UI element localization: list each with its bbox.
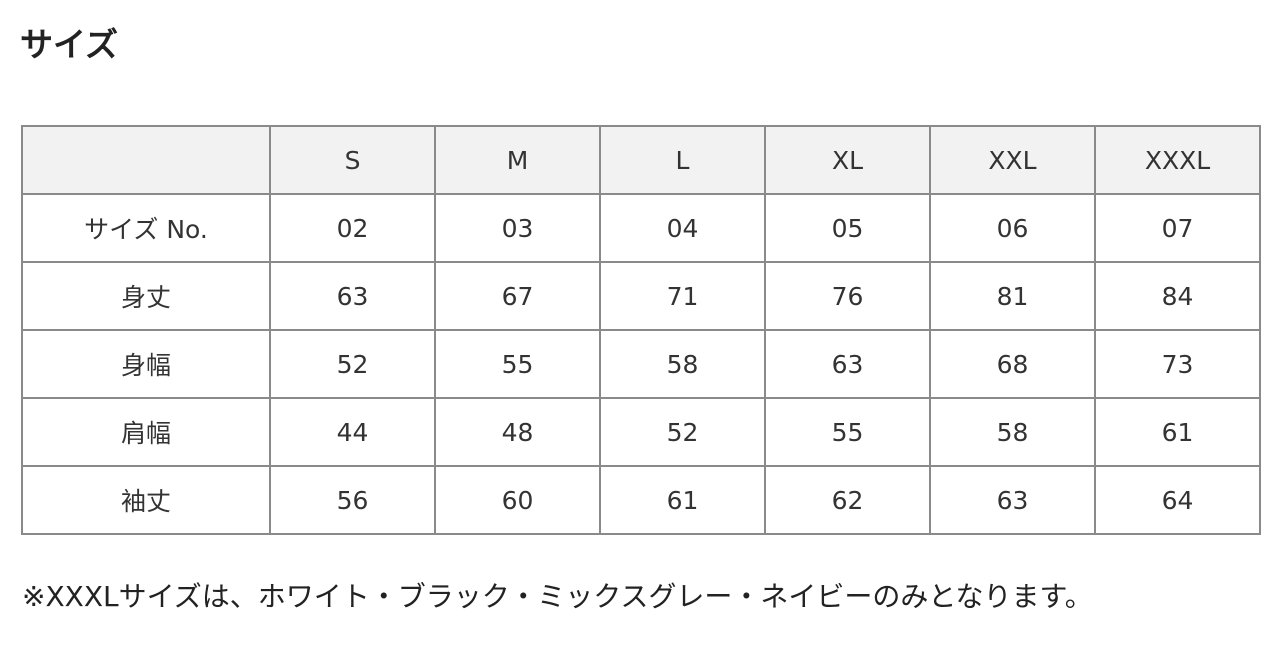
footnote: ※XXXLサイズは、ホワイト・ブラック・ミックスグレー・ネイビーのみとなります。 bbox=[22, 580, 1093, 613]
table-cell: 06 bbox=[929, 193, 1096, 263]
table-cell: 68 bbox=[929, 329, 1096, 399]
table-cell: 61 bbox=[599, 465, 766, 535]
table-cell: 03 bbox=[434, 193, 601, 263]
table-cell: 52 bbox=[599, 397, 766, 467]
table-row: 身丈 63 67 71 76 81 84 bbox=[21, 261, 1261, 331]
header-cell: XL bbox=[764, 125, 931, 195]
table-cell: 05 bbox=[764, 193, 931, 263]
table-cell: 07 bbox=[1094, 193, 1261, 263]
table-cell: 48 bbox=[434, 397, 601, 467]
header-corner-cell bbox=[21, 125, 271, 195]
table-cell: 62 bbox=[764, 465, 931, 535]
size-table: S M L XL XXL XXXL サイズ No. 02 03 04 05 06 07 身丈 63 67 71… bbox=[21, 125, 1261, 535]
table-cell: 71 bbox=[599, 261, 766, 331]
table-cell: 64 bbox=[1094, 465, 1261, 535]
row-label: 身丈 bbox=[21, 261, 271, 331]
table-cell: 58 bbox=[599, 329, 766, 399]
header-cell: S bbox=[269, 125, 436, 195]
table-cell: 52 bbox=[269, 329, 436, 399]
table-row: 肩幅 44 48 52 55 58 61 bbox=[21, 397, 1261, 467]
table-header-row: S M L XL XXL XXXL bbox=[21, 125, 1261, 195]
table-cell: 58 bbox=[929, 397, 1096, 467]
header-cell: L bbox=[599, 125, 766, 195]
table-cell: 63 bbox=[269, 261, 436, 331]
table-cell: 81 bbox=[929, 261, 1096, 331]
table-cell: 56 bbox=[269, 465, 436, 535]
table-cell: 63 bbox=[764, 329, 931, 399]
table-row: サイズ No. 02 03 04 05 06 07 bbox=[21, 193, 1261, 263]
header-cell: XXXL bbox=[1094, 125, 1261, 195]
table-cell: 84 bbox=[1094, 261, 1261, 331]
row-label: サイズ No. bbox=[21, 193, 271, 263]
table-cell: 73 bbox=[1094, 329, 1261, 399]
table-cell: 76 bbox=[764, 261, 931, 331]
table-cell: 55 bbox=[764, 397, 931, 467]
table-cell: 02 bbox=[269, 193, 436, 263]
table-cell: 44 bbox=[269, 397, 436, 467]
table-cell: 60 bbox=[434, 465, 601, 535]
table-row: 身幅 52 55 58 63 68 73 bbox=[21, 329, 1261, 399]
table-cell: 61 bbox=[1094, 397, 1261, 467]
table-row: 袖丈 56 60 61 62 63 64 bbox=[21, 465, 1261, 535]
row-label: 身幅 bbox=[21, 329, 271, 399]
row-label: 袖丈 bbox=[21, 465, 271, 535]
table-cell: 63 bbox=[929, 465, 1096, 535]
table-cell: 67 bbox=[434, 261, 601, 331]
section-title: サイズ bbox=[20, 25, 119, 64]
header-cell: M bbox=[434, 125, 601, 195]
table-cell: 04 bbox=[599, 193, 766, 263]
header-cell: XXL bbox=[929, 125, 1096, 195]
row-label: 肩幅 bbox=[21, 397, 271, 467]
table-cell: 55 bbox=[434, 329, 601, 399]
